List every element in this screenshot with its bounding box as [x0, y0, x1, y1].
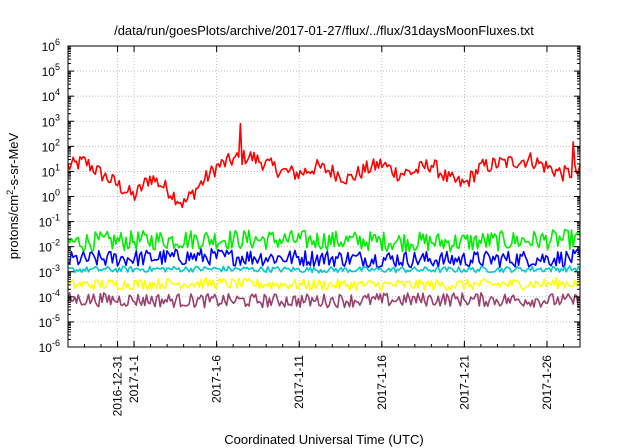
- y-tick-label: 103: [42, 112, 60, 129]
- y-tick-label: 10-1: [39, 213, 60, 230]
- series-line-3: [67, 248, 581, 269]
- y-tick-label: 10-2: [39, 238, 60, 255]
- x-tick-label: 2017-1-1: [127, 355, 141, 403]
- y-axis: 10-6 10-5 10-4 10-3 10-2 10-1 100 101 102 103 104 1…: [39, 37, 580, 355]
- grid-lines: [68, 46, 580, 347]
- y-axis-label-sup: 2: [5, 190, 15, 195]
- x-tick-label: 2016-12-31: [111, 355, 125, 417]
- series-line-1: [67, 122, 581, 209]
- y-tick-label: 105: [42, 62, 60, 79]
- y-tick-label: 10-3: [39, 263, 60, 280]
- x-tick-label: 2017-1-16: [375, 355, 389, 410]
- y-axis-label: protons/cm2-s-sr-MeV: [5, 132, 21, 259]
- y-axis-label-base: protons/cm: [6, 195, 21, 259]
- data-series: [67, 122, 581, 309]
- x-tick-label: 2017-1-11: [292, 355, 306, 409]
- series-line-5: [67, 277, 581, 292]
- y-tick-label: 106: [42, 37, 60, 54]
- y-tick-label: 10-6: [39, 338, 60, 355]
- y-tick-label: 104: [42, 87, 60, 104]
- x-axis-label: Coordinated Universal Time (UTC): [224, 432, 423, 447]
- y-tick-label: 102: [42, 137, 60, 154]
- series-line-6: [67, 292, 581, 309]
- chart-title: /data/run/goesPlots/archive/2017-01-27/f…: [114, 23, 534, 38]
- x-tick-label: 2017-1-21: [457, 355, 471, 410]
- y-axis-label-rest: -s-sr-MeV: [6, 132, 21, 189]
- y-tick-label: 100: [42, 188, 60, 205]
- x-axis: 2016-12-31 2017-1-1 2017-1-6 2017-1-11 2017-…: [84, 46, 564, 417]
- y-tick-label: 101: [42, 162, 60, 179]
- x-tick-label: 2017-1-6: [210, 355, 224, 403]
- series-line-4: [67, 265, 581, 274]
- x-tick-label: 2017-1-26: [540, 355, 554, 410]
- y-tick-label: 10-4: [39, 288, 60, 305]
- series-line-2: [67, 228, 581, 253]
- y-tick-label: 10-5: [39, 313, 60, 330]
